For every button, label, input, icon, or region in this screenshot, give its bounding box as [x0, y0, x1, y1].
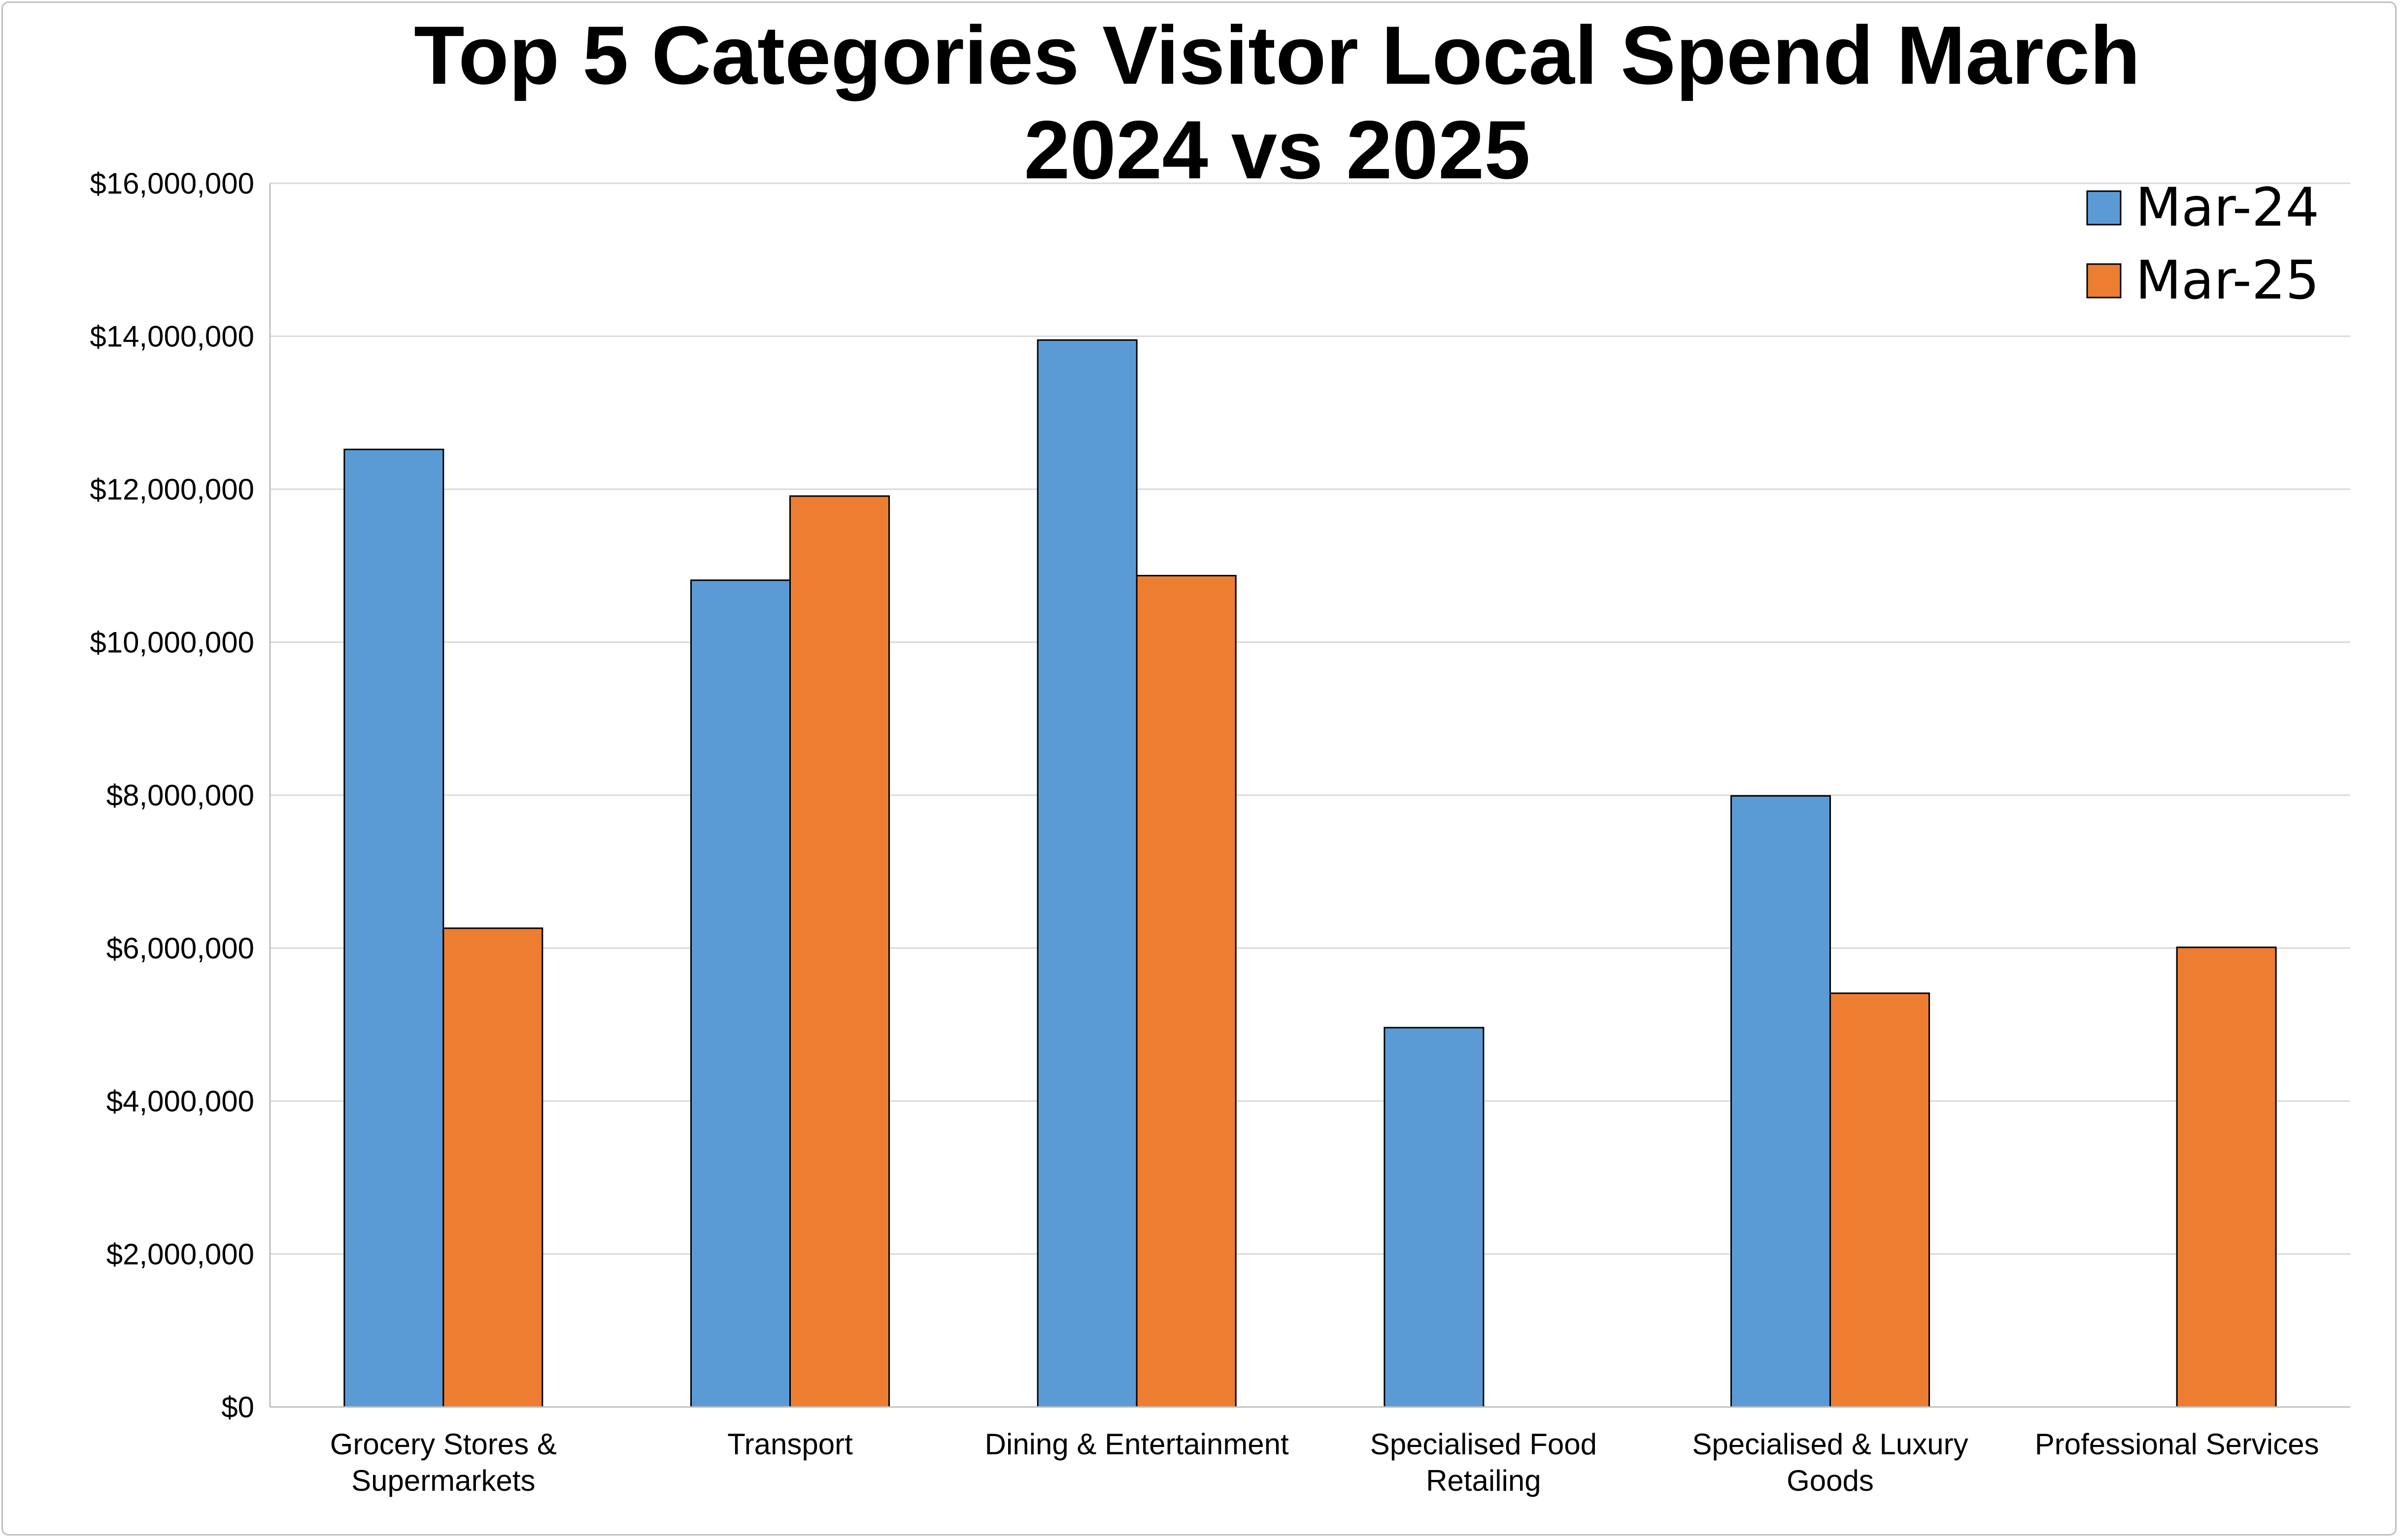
y-tick-label: $2,000,000: [106, 1238, 254, 1271]
x-category-label: Specialised Food: [1370, 1428, 1597, 1461]
x-category-label: Supermarkets: [351, 1464, 535, 1497]
x-category-label: Dining & Entertainment: [985, 1428, 1289, 1461]
bar-mar-24-4: [1730, 795, 1831, 1408]
x-category-label: Grocery Stores &: [330, 1428, 557, 1461]
y-tick-label: $14,000,000: [90, 320, 254, 353]
chart-title-line-1: Top 5 Categories Visitor Local Spend Mar…: [414, 9, 2140, 101]
bar-mar-25-2: [1136, 574, 1237, 1408]
chart-title-line-2: 2024 vs 2025: [1024, 103, 1530, 196]
x-axis: Grocery Stores &Supermarkets Transport Din…: [270, 1406, 2350, 1497]
legend-swatch-mar-25: [2086, 263, 2122, 299]
y-tick-label: $10,000,000: [90, 626, 254, 659]
bar-mar-25-0: [442, 927, 543, 1408]
x-category-label: Goods: [1787, 1464, 1874, 1497]
bar-mar-24-2: [1037, 339, 1138, 1408]
x-category-label: Professional Services: [2035, 1428, 2319, 1461]
y-tick-label: $16,000,000: [90, 167, 254, 200]
y-tick-label: $4,000,000: [106, 1085, 254, 1118]
bar-mar-24-3: [1384, 1027, 1485, 1408]
bar-mar-25-4: [1829, 992, 1930, 1408]
legend: Mar-24 Mar-25: [2086, 177, 2319, 311]
bar-mar-24-0: [343, 448, 444, 1408]
legend-label-mar-25: Mar-25: [2135, 250, 2319, 311]
x-category-label: Retailing: [1426, 1464, 1541, 1497]
y-tick-label: $8,000,000: [106, 779, 254, 812]
y-tick-label: $0: [221, 1391, 254, 1424]
y-tick-label: $12,000,000: [90, 473, 254, 506]
bars: [343, 339, 2277, 1408]
y-tick-label: $6,000,000: [106, 932, 254, 965]
x-category-label: Specialised & Luxury: [1692, 1428, 1968, 1461]
bar-mar-24-1: [690, 579, 791, 1408]
x-category-label: Transport: [727, 1428, 853, 1461]
chart-title: Top 5 Categories Visitor Local Spend Mar…: [414, 9, 2140, 196]
bar-mar-25-1: [789, 495, 890, 1408]
bar-mar-25-5: [2176, 946, 2277, 1408]
legend-label-mar-24: Mar-24: [2135, 177, 2319, 238]
gridlines: [270, 182, 2350, 1255]
y-axis: $0 $2,000,000 $4,000,000 $6,000,000 $8,000,0…: [90, 167, 271, 1424]
legend-swatch-mar-24: [2086, 190, 2122, 226]
